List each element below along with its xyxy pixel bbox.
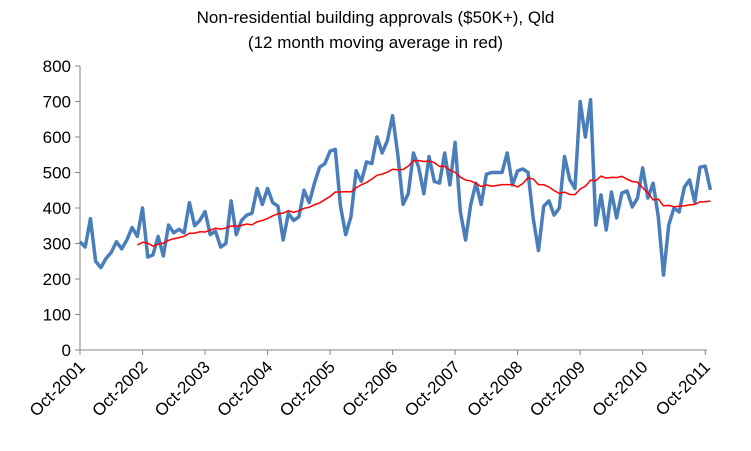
y-tick-label: 600 <box>43 128 71 147</box>
x-tick-label: Oct-2007 <box>401 357 464 420</box>
x-tick-label: Oct-2004 <box>214 357 277 420</box>
series-line-moving-average <box>136 159 711 247</box>
x-tick-label: Oct-2009 <box>526 357 589 420</box>
x-tick-label: Oct-2002 <box>88 357 151 420</box>
y-tick-label: 200 <box>43 270 71 289</box>
x-tick-label: Oct-2010 <box>589 357 652 420</box>
y-tick-label: 300 <box>43 235 71 254</box>
x-tick-label: Oct-2003 <box>151 357 214 420</box>
chart-title: Non-residential building approvals ($50K… <box>196 8 555 27</box>
x-tick-label: Oct-2005 <box>276 357 339 420</box>
chart-subtitle: (12 month moving average in red) <box>247 33 504 52</box>
x-tick-label: Oct-2011 <box>652 357 714 419</box>
y-tick-label: 800 <box>43 57 71 76</box>
y-tick-label: 100 <box>43 306 71 325</box>
y-tick-label: 700 <box>43 93 71 112</box>
x-tick-label: Oct-2001 <box>26 357 89 420</box>
x-tick-label: Oct-2006 <box>339 357 402 420</box>
y-tick-label: 0 <box>62 341 71 360</box>
y-tick-label: 500 <box>43 164 71 183</box>
x-tick-label: Oct-2008 <box>464 357 527 420</box>
y-tick-label: 400 <box>43 199 71 218</box>
series-line-monthly <box>78 97 713 277</box>
